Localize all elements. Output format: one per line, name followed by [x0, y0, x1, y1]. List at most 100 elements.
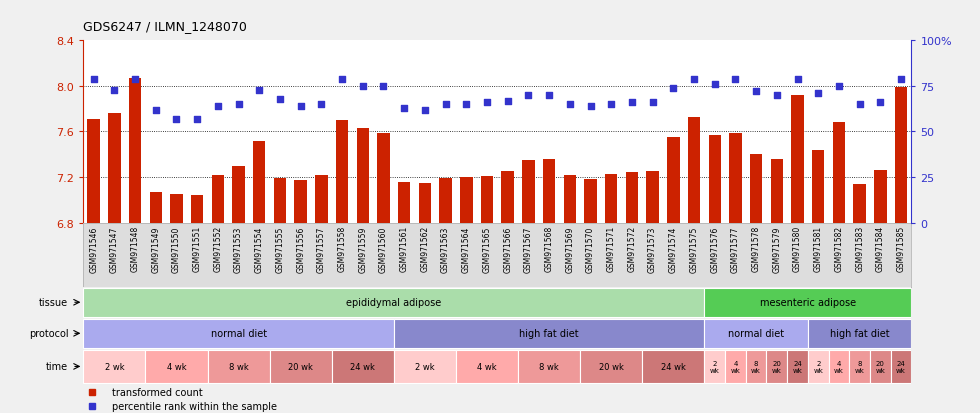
Bar	[460, 178, 472, 223]
Bar	[564, 175, 576, 223]
Bar	[502, 172, 514, 223]
Text: GSM971552: GSM971552	[214, 225, 222, 272]
Bar	[870, 350, 891, 383]
Bar	[208, 350, 270, 383]
Text: epididymal adipose: epididymal adipose	[346, 297, 441, 308]
Point	[375, 83, 391, 90]
Text: GSM971553: GSM971553	[234, 225, 243, 272]
Text: GSM971563: GSM971563	[441, 225, 450, 272]
Text: GSM971577: GSM971577	[731, 225, 740, 272]
Point	[396, 105, 412, 112]
Text: high fat diet: high fat diet	[519, 328, 579, 339]
Text: GSM971556: GSM971556	[296, 225, 305, 272]
Bar	[808, 350, 829, 383]
Text: transformed count: transformed count	[113, 387, 203, 397]
Text: 8 wk: 8 wk	[228, 362, 249, 371]
Point	[872, 100, 888, 107]
Text: GSM971582: GSM971582	[834, 225, 844, 272]
Point	[252, 87, 268, 94]
Point	[86, 76, 102, 83]
Text: GSM971574: GSM971574	[668, 225, 678, 272]
Text: GSM971554: GSM971554	[255, 225, 264, 272]
Bar	[705, 319, 808, 348]
Point	[790, 76, 806, 83]
Point	[334, 76, 350, 83]
Bar	[212, 175, 224, 223]
Text: GSM971579: GSM971579	[772, 225, 781, 272]
Point	[604, 102, 619, 108]
Bar	[833, 123, 845, 223]
Text: GSM971561: GSM971561	[400, 225, 409, 272]
Bar	[647, 172, 659, 223]
Point	[852, 102, 867, 108]
Text: 24 wk: 24 wk	[350, 362, 375, 371]
Point	[624, 100, 640, 107]
Text: GSM971566: GSM971566	[503, 225, 513, 272]
Bar	[83, 350, 145, 383]
Text: GSM971562: GSM971562	[420, 225, 429, 272]
Bar	[705, 288, 911, 317]
Bar	[642, 350, 705, 383]
Point	[583, 103, 599, 110]
Text: 8
wk: 8 wk	[752, 360, 761, 373]
Text: GSM971583: GSM971583	[856, 225, 864, 272]
Text: 20
wk: 20 wk	[772, 360, 782, 373]
Bar	[418, 183, 431, 223]
Bar	[705, 350, 725, 383]
Text: percentile rank within the sample: percentile rank within the sample	[113, 401, 277, 411]
Bar	[83, 288, 705, 317]
Text: GSM971572: GSM971572	[627, 225, 636, 272]
Text: 20
wk: 20 wk	[875, 360, 885, 373]
Text: 20 wk: 20 wk	[599, 362, 623, 371]
Text: GSM971568: GSM971568	[545, 225, 554, 272]
Text: GSM971580: GSM971580	[793, 225, 802, 272]
Text: time: time	[46, 361, 69, 372]
Bar	[895, 88, 907, 223]
Bar	[874, 171, 887, 223]
Point	[479, 100, 495, 107]
Point	[107, 87, 122, 94]
Point	[417, 107, 433, 114]
Text: 2
wk: 2 wk	[813, 360, 823, 373]
Text: protocol: protocol	[28, 328, 69, 339]
Point	[727, 76, 743, 83]
Point	[459, 102, 474, 108]
Bar	[273, 179, 286, 223]
Text: GSM971585: GSM971585	[897, 225, 906, 272]
Bar	[584, 180, 597, 223]
Bar	[812, 150, 824, 223]
Point	[314, 102, 329, 108]
Point	[355, 83, 370, 90]
Text: 4
wk: 4 wk	[834, 360, 844, 373]
Bar	[316, 175, 327, 223]
Bar	[357, 129, 369, 223]
Bar	[709, 135, 721, 223]
Point	[293, 103, 309, 110]
Text: 4
wk: 4 wk	[730, 360, 740, 373]
Text: 2
wk: 2 wk	[710, 360, 719, 373]
Bar	[580, 350, 642, 383]
Point	[148, 107, 164, 114]
Text: GSM971546: GSM971546	[89, 225, 98, 272]
Point	[645, 100, 661, 107]
Point	[127, 76, 143, 83]
Bar	[331, 350, 394, 383]
Bar	[150, 192, 162, 223]
Point	[686, 76, 702, 83]
Text: GSM971560: GSM971560	[379, 225, 388, 272]
Bar	[766, 350, 787, 383]
Point	[893, 76, 908, 83]
Bar	[854, 184, 866, 223]
Point	[541, 93, 557, 99]
Text: GSM971571: GSM971571	[607, 225, 615, 272]
Bar	[394, 350, 456, 383]
Text: 24
wk: 24 wk	[896, 360, 906, 373]
Text: GSM971576: GSM971576	[710, 225, 719, 272]
Bar	[270, 350, 331, 383]
Text: 2 wk: 2 wk	[416, 362, 435, 371]
Text: GDS6247 / ILMN_1248070: GDS6247 / ILMN_1248070	[83, 20, 247, 33]
Bar	[456, 350, 518, 383]
Text: GSM971578: GSM971578	[752, 225, 760, 272]
Text: GSM971564: GSM971564	[462, 225, 470, 272]
Bar	[808, 319, 911, 348]
